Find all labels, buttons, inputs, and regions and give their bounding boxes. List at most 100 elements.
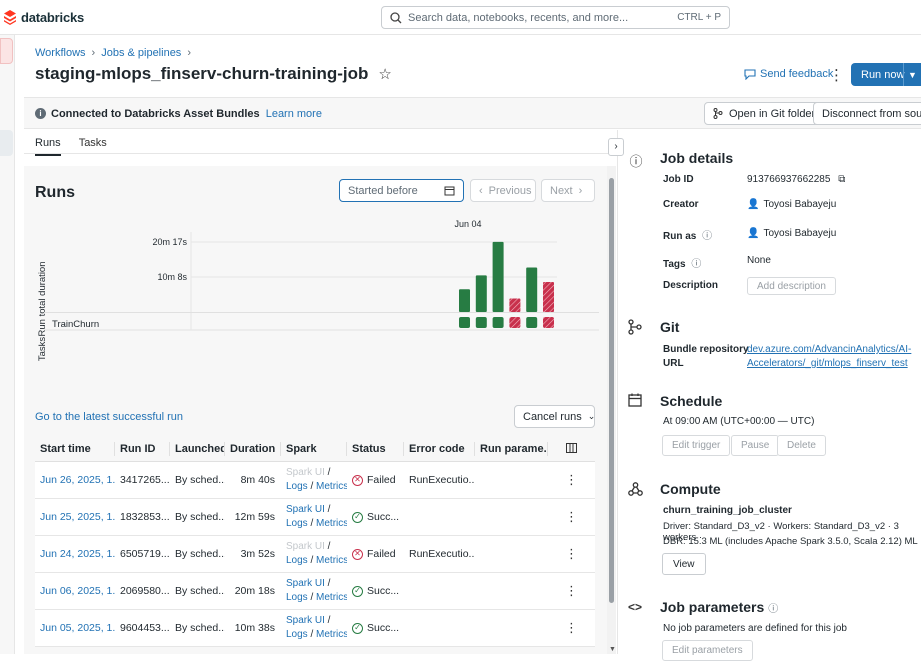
page-title: staging-mlops_finserv-churn-training-job… [35,64,392,84]
learn-more-link[interactable]: Learn more [265,108,322,120]
col-start-time[interactable]: Start time [35,442,115,456]
chart-task-row-label: TrainChurn [52,319,99,330]
tab-tasks[interactable]: Tasks [78,137,107,149]
start-time-link[interactable]: Jun 24, 2025, 1... [40,548,115,560]
runs-heading: Runs [35,184,75,201]
scroll-down-icon[interactable]: ▼ [609,646,616,653]
runs-scrollbar-thumb[interactable] [609,178,614,603]
error-code-cell: RunExecutio... [409,548,475,560]
logs-link[interactable]: Logs [286,481,308,492]
add-description-button[interactable]: Add description [747,277,836,295]
chart-task-status-cell[interactable] [475,317,487,328]
col-spark[interactable]: Spark [281,442,347,456]
chart-task-status-cell[interactable] [509,317,521,328]
tab-runs[interactable]: Runs [35,137,61,156]
databricks-logo-icon [4,10,16,25]
job-title: staging-mlops_finserv-churn-training-job [35,64,369,83]
spark-ui-link[interactable]: Spark UI [286,578,325,589]
cancel-runs-button[interactable]: Cancel runs ⌄ [514,405,595,428]
column-settings-icon[interactable] [548,442,595,456]
chart-task-status-cell[interactable] [543,317,554,328]
open-in-git-folder-button[interactable]: Open in Git folder [704,102,825,125]
table-row[interactable]: Jun 05, 2025, 1... 9604453... By sched... 1… [35,610,595,647]
logs-link[interactable]: Logs [286,629,308,640]
chart-bar[interactable] [543,281,554,312]
run-now-label: Run now [861,68,905,81]
top-bar: databricks Search data, notebooks, recen… [0,0,921,35]
logs-link[interactable]: Logs [286,555,308,566]
col-error-code[interactable]: Error code [404,442,475,456]
edit-parameters-button[interactable]: Edit parameters [662,640,753,661]
chart-task-status-cell[interactable] [459,317,470,328]
start-time-link[interactable]: Jun 26, 2025, 1... [40,474,115,486]
more-options-icon[interactable]: ⋮ [829,67,844,84]
row-more-options-icon[interactable]: ⋮ [565,620,578,635]
metrics-link[interactable]: Metrics [316,518,347,529]
spark-ui-link[interactable]: Spark UI [286,615,325,626]
job-parameters-heading: Job parameters ⓘ [660,599,778,615]
breadcrumb-workflows[interactable]: Workflows [35,47,86,59]
left-rail-item-new[interactable] [0,38,13,64]
databricks-logo[interactable]: databricks [3,9,84,25]
col-status[interactable]: Status [347,442,404,456]
col-run-parameters[interactable]: Run parame... [475,442,548,456]
metrics-link[interactable]: Metrics [316,481,347,492]
run-duration-chart: Run total duration Tasks Jun 04 TrainChu… [37,219,599,361]
search-input[interactable]: Search data, notebooks, recents, and mor… [381,6,730,29]
info-icon[interactable]: ⓘ [691,259,702,270]
table-row[interactable]: Jun 25, 2025, 1... 1832853... By sched... 1… [35,499,595,536]
tags-value: None [747,255,771,266]
chart-bar[interactable] [459,289,470,312]
chart-bar[interactable] [492,241,504,312]
metrics-link[interactable]: Metrics [316,592,347,603]
previous-button[interactable]: ‹ Previous [470,179,536,202]
launched-cell: By sched... [175,548,225,560]
disconnect-from-source-button[interactable]: Disconnect from source [813,102,921,125]
row-more-options-icon[interactable]: ⋮ [565,583,578,598]
pause-button[interactable]: Pause [731,435,780,456]
status-text: Succ... [367,585,400,597]
creator-row: 👤 Toyosi Babayeju [747,199,836,210]
info-icon[interactable]: ⓘ [768,603,779,615]
view-compute-button[interactable]: View [662,553,706,575]
copy-icon[interactable]: ⧉ [838,174,846,185]
metrics-link[interactable]: Metrics [316,555,347,566]
table-row[interactable]: Jun 24, 2025, 1... 6505719... By sched... 3… [35,536,595,573]
chart-task-status-cell[interactable] [492,317,504,328]
metrics-link[interactable]: Metrics [316,629,347,640]
delete-button[interactable]: Delete [777,435,826,456]
chart-bar[interactable] [509,298,521,312]
edit-trigger-button[interactable]: Edit trigger [662,435,731,456]
row-more-options-icon[interactable]: ⋮ [565,472,578,487]
repo-url-link[interactable]: dev.azure.com/AdvancinAnalytics/AI- Acce… [747,343,911,371]
chart-task-status-cell[interactable] [526,317,538,328]
start-time-link[interactable]: Jun 25, 2025, 1... [40,511,115,523]
start-time-link[interactable]: Jun 06, 2025, 1... [40,585,115,597]
row-more-options-icon[interactable]: ⋮ [565,546,578,561]
info-icon[interactable]: ⓘ [702,231,713,242]
spark-ui-link[interactable]: Spark UI [286,504,325,515]
col-launched[interactable]: Launched [170,442,225,456]
chart-bar[interactable] [526,267,538,312]
table-row[interactable]: Jun 26, 2025, 1... 3417265... By sched... 8… [35,462,595,499]
collapse-panel-icon[interactable]: › [608,138,624,156]
table-row[interactable]: Jun 06, 2025, 1... 2069580... By sched... 2… [35,573,595,610]
run-now-button[interactable]: Run now ▼ [851,63,921,86]
col-run-id[interactable]: Run ID [115,442,170,456]
left-rail-item-workflows[interactable] [0,130,13,156]
row-more-options-icon[interactable]: ⋮ [565,509,578,524]
next-button[interactable]: Next › [541,179,595,202]
chevron-down-icon[interactable]: ▼ [903,63,921,86]
star-icon[interactable]: ☆ [378,66,392,83]
chart-bar[interactable] [475,275,487,312]
spark-ui-link: Spark UI [286,541,325,552]
started-before-input[interactable]: Started before [339,179,464,202]
job-parameters-text: No job parameters are defined for this j… [663,623,847,634]
logs-link[interactable]: Logs [286,592,308,603]
logs-link[interactable]: Logs [286,518,308,529]
start-time-link[interactable]: Jun 05, 2025, 1... [40,622,115,634]
col-duration[interactable]: Duration [225,442,281,456]
breadcrumb-jobs-pipelines[interactable]: Jobs & pipelines [101,47,182,59]
latest-successful-run-link[interactable]: Go to the latest successful run [35,411,183,423]
send-feedback-link[interactable]: Send feedback [744,68,833,80]
